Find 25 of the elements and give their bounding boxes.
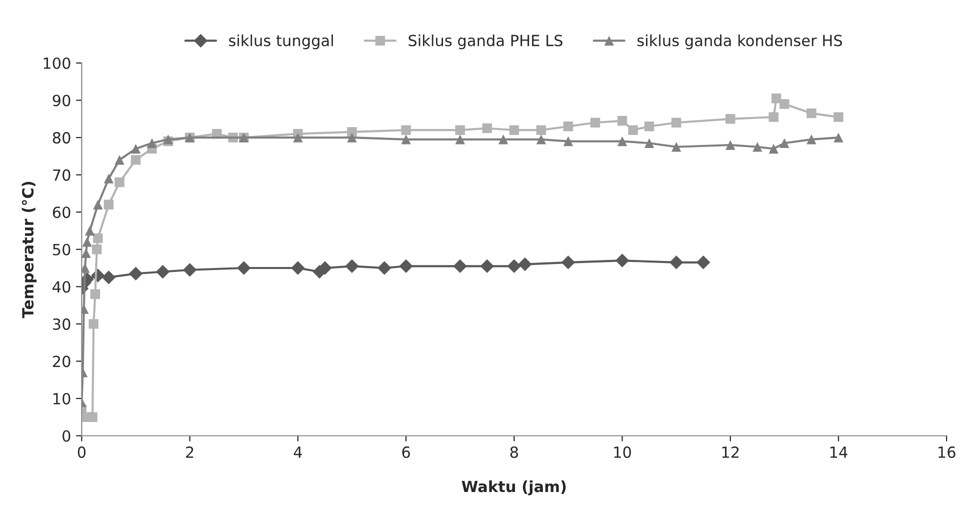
- y-tick-label: 90: [52, 94, 70, 106]
- y-tick-label: 80: [52, 132, 70, 144]
- y-tick-label: 100: [44, 57, 70, 70]
- x-tick-label: 6: [402, 446, 410, 458]
- y-tick-label: 70: [53, 169, 70, 181]
- x-tick-label: 12: [722, 446, 739, 458]
- y-tick-label: 10: [54, 392, 70, 404]
- y-tick-label: 30: [52, 318, 70, 330]
- legend-label: Siklus ganda PHE LS: [408, 34, 562, 50]
- x-tick-label: 4: [294, 446, 302, 458]
- y-tick-label: 40: [52, 281, 70, 293]
- x-tick-label: 14: [830, 446, 848, 458]
- y-tick-label: 50: [53, 244, 70, 256]
- legend-label: siklus tunggal: [229, 34, 333, 50]
- y-axis-title: Temperatur (°C): [22, 182, 37, 318]
- x-tick-label: 8: [510, 446, 518, 458]
- x-tick-label: 0: [78, 446, 86, 458]
- x-axis-title: Waktu (jam): [462, 480, 566, 496]
- x-tick-label: 2: [186, 446, 194, 458]
- x-tick-label: 10: [614, 446, 631, 458]
- y-tick-label: 20: [52, 356, 70, 368]
- legend-label: siklus ganda kondenser HS: [637, 34, 842, 50]
- y-tick-label: 0: [62, 430, 70, 442]
- x-tick-label: 16: [938, 446, 956, 458]
- y-tick-label: 60: [52, 206, 70, 218]
